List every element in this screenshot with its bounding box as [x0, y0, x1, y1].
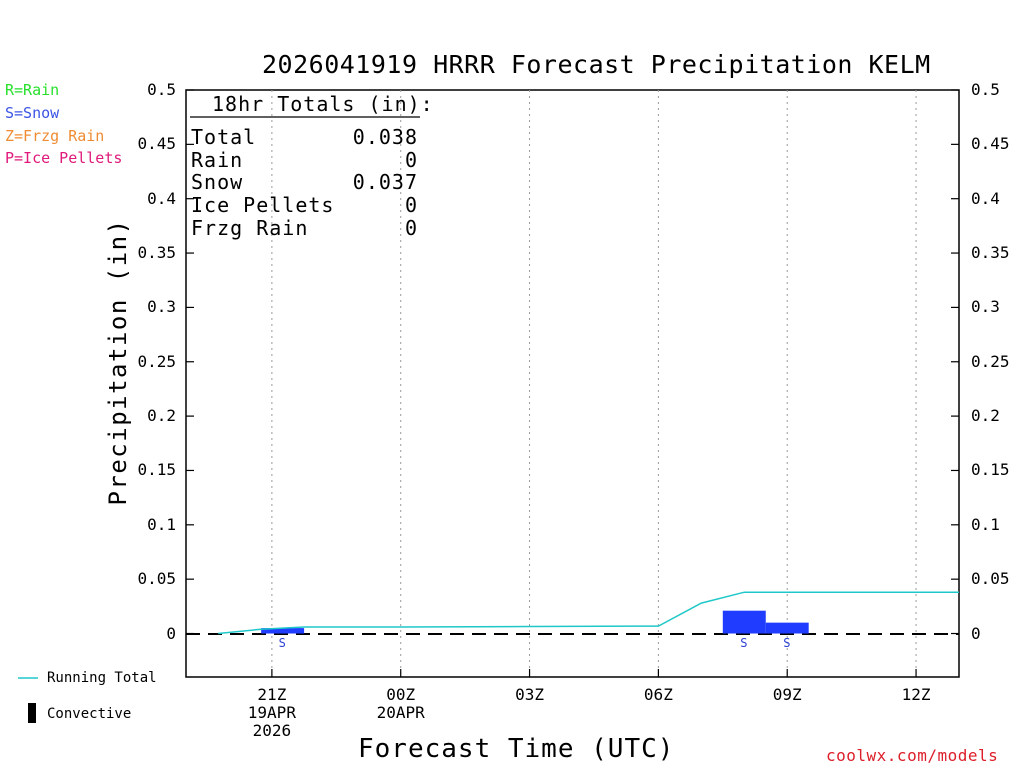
x-tick-label: 21Z 19APR 2026: [232, 686, 312, 740]
legend-ice-pellets: P=Ice Pellets: [5, 149, 123, 167]
y-tick-label-left: 0.05: [137, 569, 176, 589]
y-tick-label-left: 0.35: [137, 243, 176, 263]
y-tick-label-right: 0.4: [971, 188, 1000, 208]
x-tick-label-line: 09Z: [772, 685, 802, 704]
y-tick-label-left: 0.4: [147, 188, 176, 208]
totals-value-snow: 0.037: [352, 170, 418, 194]
x-tick-label-line: 2026: [252, 721, 292, 740]
y-tick-label-left: 0.25: [137, 351, 176, 371]
totals-label-frzg-rain: Frzg Rain: [191, 216, 309, 240]
legend-rain: R=Rain: [5, 81, 60, 99]
y-tick-label-left: 0.15: [137, 460, 176, 480]
snow-bar: [722, 610, 766, 634]
y-tick-label-right: 0.3: [971, 297, 1000, 317]
y-tick-label-right: 0.25: [971, 351, 1010, 371]
chart-title: 2026041919 HRRR Forecast Precipitation K…: [262, 50, 931, 79]
snow-bars: [261, 610, 809, 634]
y-tick-label-right: 0: [971, 623, 981, 643]
legend-snow: S=Snow: [5, 104, 60, 122]
totals-header: 18hr Totals (in):: [212, 92, 434, 116]
plot-frame: [185, 89, 960, 678]
y-tick-label-left: 0: [166, 623, 176, 643]
x-tick-label-line: 19APR: [247, 703, 296, 722]
legend-frzg-rain: Z=Frzg Rain: [5, 127, 105, 145]
y-tick-label-right: 0.1: [971, 514, 1000, 534]
grid-lines: [271, 90, 917, 677]
credit-link[interactable]: coolwx.com/models: [826, 746, 999, 765]
running-total-legend-label: Running Total: [47, 670, 157, 686]
convective-legend-sample: [28, 703, 36, 723]
x-tick-label-line: 06Z: [643, 685, 673, 704]
totals-label-total: Total: [191, 125, 257, 149]
x-tick-label-line: 20APR: [376, 703, 425, 722]
x-tick-label: 00Z 20APR: [361, 686, 441, 722]
totals-value-total: 0.038: [352, 125, 418, 149]
precip-type-marker: S: [740, 636, 748, 650]
snow-bar: [261, 628, 305, 634]
x-tick-label: 06Z: [618, 686, 698, 704]
convective-legend-label: Convective: [47, 706, 132, 722]
x-tick-label: 09Z: [747, 686, 827, 704]
x-tick-label-line: 03Z: [515, 685, 544, 704]
x-axis-label: Forecast Time (UTC): [358, 734, 675, 764]
y-tick-label-right: 0.45: [971, 134, 1010, 154]
snow-bar: [765, 622, 809, 634]
y-tick-label-left: 0.1: [147, 514, 176, 534]
totals-value-rain: 0: [404, 148, 418, 172]
x-ticks: [271, 669, 917, 677]
y-tick-label-left: 0.2: [147, 406, 176, 426]
x-tick-label: 12Z: [876, 686, 956, 704]
y-tick-label-right: 0.5: [971, 80, 1000, 99]
x-tick-label-line: 12Z: [901, 685, 931, 704]
y-tick-label-left: 0.5: [147, 80, 176, 99]
totals-label-snow: Snow: [191, 170, 244, 194]
y-tick-label-right: 0.35: [971, 243, 1010, 263]
precip-type-marker: S: [783, 636, 791, 650]
x-tick-label-line: 21Z: [257, 685, 287, 704]
x-tick-label-line: 00Z: [386, 685, 416, 704]
y-tick-label-left: 0.3: [147, 297, 176, 317]
running-total-line: [218, 591, 959, 635]
totals-value-frzg-rain: 0: [404, 216, 418, 240]
y-tick-label-right: 0.2: [971, 406, 1000, 426]
totals-label-rain: Rain: [191, 148, 244, 172]
totals-value-ice-pellets: 0: [404, 193, 418, 217]
totals-label-ice-pellets: Ice Pellets: [191, 193, 335, 217]
x-tick-label: 03Z: [490, 686, 570, 704]
y-tick-label-right: 0.15: [971, 460, 1010, 480]
y-tick-label-right: 0.05: [971, 569, 1010, 589]
y-tick-label-left: 0.45: [137, 134, 176, 154]
y-axis-label: Precipitation (in): [104, 218, 132, 506]
precip-type-marker: S: [278, 636, 286, 650]
y-ticks: [186, 89, 959, 635]
